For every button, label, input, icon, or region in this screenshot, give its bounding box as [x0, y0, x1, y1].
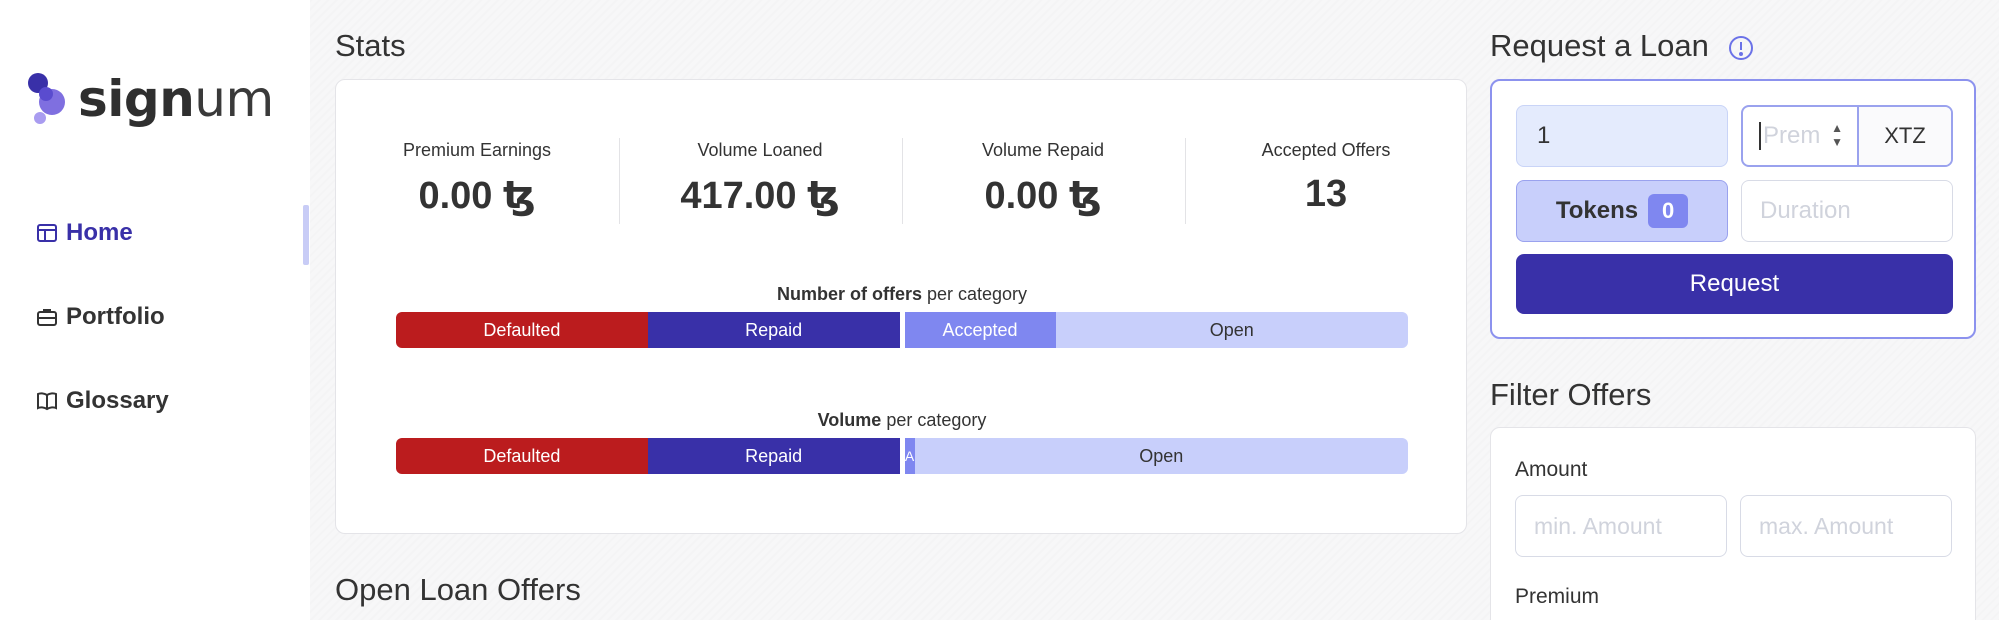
offers-segment-open[interactable]: Open: [1055, 312, 1408, 348]
caption-rest: per category: [921, 284, 1028, 304]
nav-item-home[interactable]: Home: [36, 219, 133, 247]
duration-input[interactable]: Duration: [1741, 180, 1953, 242]
premium-label: Premium: [1515, 585, 1600, 608]
stat-label: Accepted Offers: [1261, 140, 1391, 160]
nav-item-label: Glossary: [66, 387, 169, 414]
segment-gap: [899, 312, 905, 348]
sidebar: signum Home Portfolio: [0, 0, 310, 620]
logo-text: signum: [78, 70, 274, 128]
segment-label: Repaid: [745, 445, 803, 466]
logo[interactable]: signum: [26, 70, 274, 128]
volume-segment-open[interactable]: Open: [914, 438, 1408, 474]
stat-value: 0.00 ꜩ: [418, 175, 536, 217]
segment-label: Open: [1209, 319, 1254, 340]
volume-segment-repaid[interactable]: Repaid: [647, 438, 900, 474]
spinner-down-icon[interactable]: ▼: [1831, 135, 1843, 149]
stat-divider: [619, 138, 620, 224]
amount-label: Amount: [1515, 458, 1588, 481]
offers-category-bar: Defaulted Repaid Accepted Open: [396, 312, 1408, 348]
info-circle-icon[interactable]: [1728, 35, 1754, 61]
segment-label: Defaulted: [483, 319, 561, 340]
logo-text-light: um: [194, 70, 274, 128]
layout-icon: [36, 222, 58, 244]
request-button[interactable]: Request: [1516, 254, 1953, 314]
segment-gap: [899, 438, 905, 474]
offers-chart-caption: Number of offers per category: [336, 284, 1468, 305]
stat-divider: [1185, 138, 1186, 224]
segment-label: A: [904, 448, 915, 464]
caption-bold: Number of offers: [776, 284, 922, 304]
min-amount-input[interactable]: min. Amount: [1515, 495, 1727, 557]
logo-text-bold: sign: [78, 70, 195, 128]
offers-segment-defaulted[interactable]: Defaulted: [396, 312, 648, 348]
stat-divider: [902, 138, 903, 224]
premium-input[interactable]: Prem ▲ ▼: [1743, 107, 1859, 165]
nav-item-portfolio[interactable]: Portfolio: [36, 303, 165, 331]
briefcase-icon: [36, 306, 58, 328]
premium-placeholder: Prem: [1763, 122, 1821, 149]
max-amount-input[interactable]: max. Amount: [1740, 495, 1952, 557]
stats-title: Stats: [335, 28, 406, 63]
segment-label: Defaulted: [483, 445, 561, 466]
stat-label: Volume Loaned: [697, 140, 823, 160]
amount-input[interactable]: 1: [1516, 105, 1728, 167]
nav-item-glossary[interactable]: Glossary: [36, 387, 169, 415]
stat-label: Volume Repaid: [981, 140, 1105, 160]
nav-active-indicator: [303, 205, 309, 265]
currency-label: XTZ: [1859, 107, 1951, 165]
volume-category-bar: Defaulted Repaid A Open: [396, 438, 1408, 474]
open-loan-offers-title: Open Loan Offers: [335, 572, 581, 607]
stat-value: 0.00 ꜩ: [984, 175, 1102, 217]
volume-segment-defaulted[interactable]: Defaulted: [396, 438, 648, 474]
stat-value: 13: [1304, 173, 1348, 215]
filter-offers-card: Amount min. Amount max. Amount Premium: [1490, 427, 1976, 620]
premium-input-group: Prem ▲ ▼ XTZ: [1741, 105, 1953, 167]
offers-segment-repaid[interactable]: Repaid: [647, 312, 900, 348]
caption-bold: Volume: [817, 410, 882, 430]
number-spinner[interactable]: ▲ ▼: [1831, 121, 1843, 149]
tokens-button[interactable]: Tokens 0: [1516, 180, 1728, 242]
request-loan-card: 1 Prem ▲ ▼ XTZ Tokens 0 Duration Request: [1490, 79, 1976, 339]
nav-item-label: Home: [66, 219, 133, 246]
request-loan-title: Request a Loan: [1490, 28, 1754, 64]
spinner-up-icon[interactable]: ▲: [1831, 121, 1843, 135]
tokens-label: Tokens: [1555, 197, 1639, 224]
request-loan-title-text: Request a Loan: [1490, 28, 1709, 63]
stat-accepted-offers: Accepted Offers 13: [1185, 140, 1467, 216]
segment-label: Accepted: [942, 319, 1018, 340]
volume-segment-accepted[interactable]: A: [904, 438, 915, 474]
book-icon: [36, 390, 58, 412]
stat-volume-loaned: Volume Loaned 417.00 ꜩ: [619, 140, 901, 218]
caption-rest: per category: [881, 410, 987, 430]
stat-label: Premium Earnings: [402, 140, 552, 160]
tokens-count-badge: 0: [1648, 194, 1689, 228]
offers-segment-accepted[interactable]: Accepted: [904, 312, 1056, 348]
nav-item-label: Portfolio: [66, 303, 165, 330]
stat-value: 417.00 ꜩ: [680, 175, 840, 217]
volume-chart-caption: Volume per category: [336, 410, 1468, 431]
stat-volume-repaid: Volume Repaid 0.00 ꜩ: [902, 140, 1184, 218]
segment-label: Repaid: [745, 319, 803, 340]
stat-premium-earnings: Premium Earnings 0.00 ꜩ: [336, 140, 618, 218]
filter-offers-title: Filter Offers: [1490, 377, 1652, 412]
text-caret: [1759, 122, 1761, 150]
signum-logo-icon: [26, 72, 70, 126]
segment-label: Open: [1139, 445, 1184, 466]
stats-card: Premium Earnings 0.00 ꜩ Volume Loaned 41…: [335, 79, 1467, 534]
